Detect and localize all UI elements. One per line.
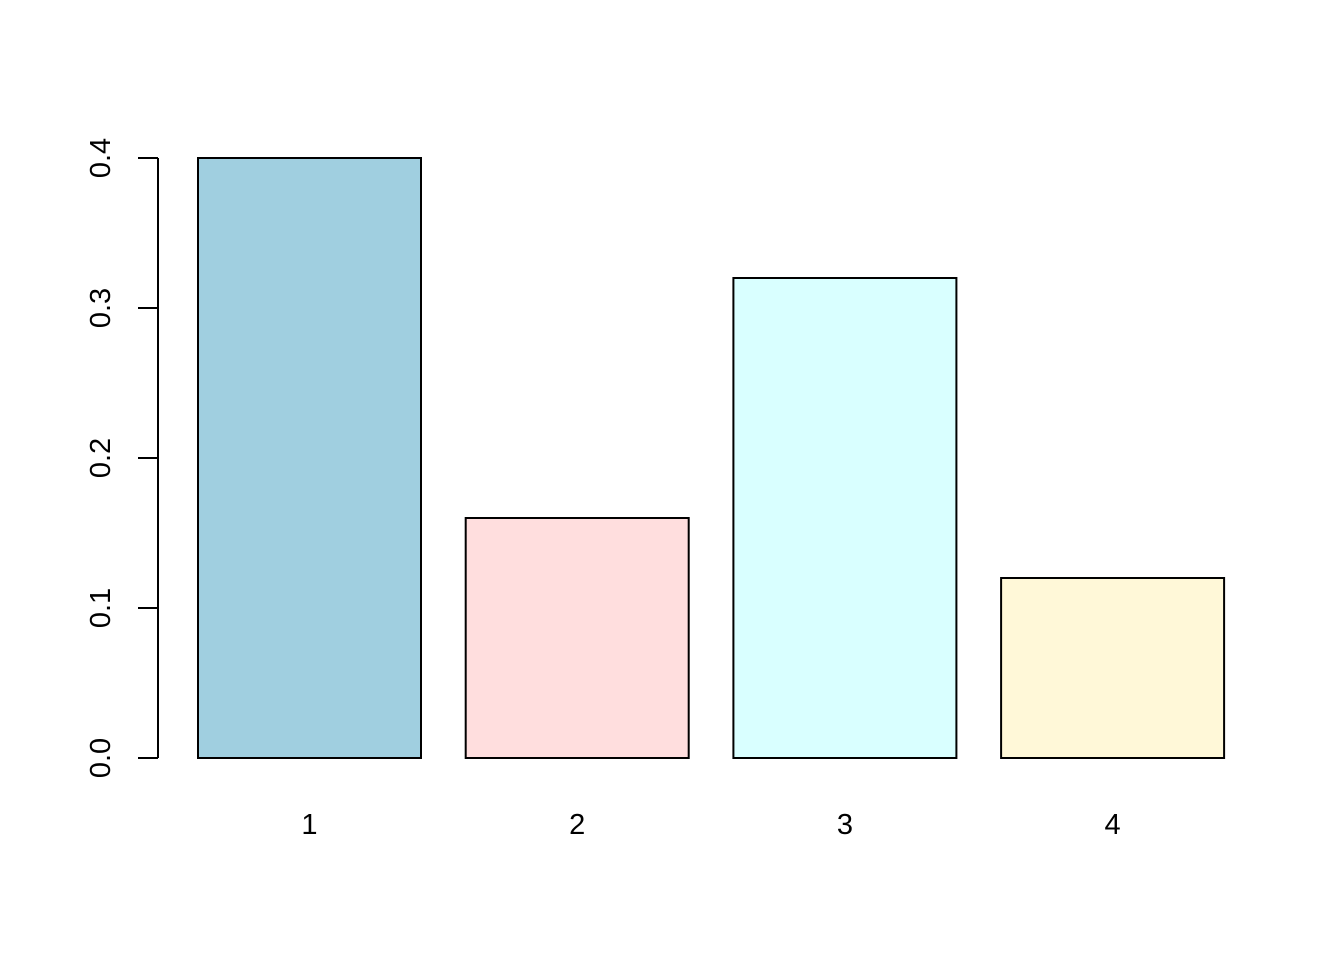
y-tick-label: 0.3 — [85, 288, 117, 328]
x-tick-label-1: 1 — [301, 809, 317, 841]
x-tick-label-2: 2 — [569, 809, 585, 841]
y-tick-label: 0.1 — [85, 588, 117, 628]
bar-2 — [464, 517, 690, 759]
y-tick-label: 0.4 — [85, 138, 117, 178]
y-tick-label: 0.0 — [85, 738, 117, 778]
bar-4 — [1000, 577, 1226, 759]
x-tick-label-3: 3 — [837, 809, 853, 841]
x-tick-label-4: 4 — [1105, 809, 1121, 841]
y-tick-label: 0.2 — [85, 438, 117, 478]
y-axis: 0.0 0.1 0.2 0.3 0.4 — [85, 138, 159, 778]
bars-group — [197, 157, 1226, 759]
bar-1 — [197, 157, 422, 759]
x-tick-labels: 1 2 3 4 — [301, 809, 1120, 841]
bar-3 — [732, 277, 958, 759]
